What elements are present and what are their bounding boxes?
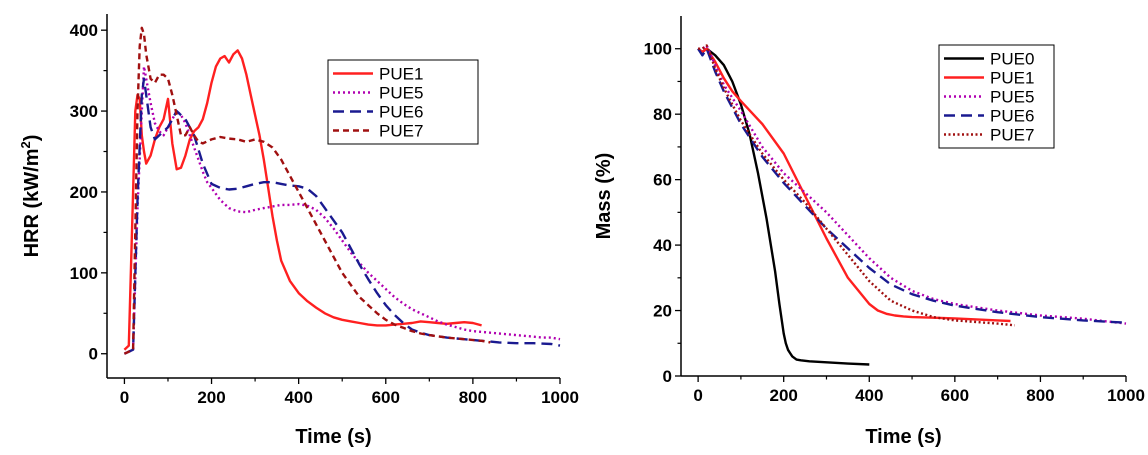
legend-label-pue7: PUE7 xyxy=(379,122,423,141)
y-tick-label: 100 xyxy=(70,264,98,283)
legend-label-pue5: PUE5 xyxy=(990,88,1034,107)
y-tick-label: 400 xyxy=(70,21,98,40)
legend-label-pue0: PUE0 xyxy=(990,50,1034,69)
legend-label-pue5: PUE5 xyxy=(379,84,423,103)
x-tick-label: 600 xyxy=(372,388,400,407)
x-axis-title: Time (s) xyxy=(295,426,371,448)
x-tick-label: 800 xyxy=(459,388,487,407)
series-line-pue1 xyxy=(123,49,482,351)
y-tick-label: 300 xyxy=(70,102,98,121)
legend-label-pue1: PUE1 xyxy=(379,65,423,84)
x-tick-label: 400 xyxy=(284,388,312,407)
y-tick-label: 200 xyxy=(70,183,98,202)
y-axis-title: HRR (kW/m2) xyxy=(18,135,43,258)
x-tick-label: 200 xyxy=(770,386,798,405)
x-tick-label: 200 xyxy=(197,388,225,407)
y-tick-label: 0 xyxy=(663,367,672,386)
y-tick-label: 40 xyxy=(653,236,672,255)
series-line-pue5 xyxy=(123,65,561,355)
legend-label-pue6: PUE6 xyxy=(379,103,423,122)
series-line-pue6 xyxy=(697,47,1127,324)
x-axis-title: Time (s) xyxy=(865,426,941,448)
y-axis-title-superscript: 2 xyxy=(18,141,33,148)
x-tick-label: 400 xyxy=(855,386,883,405)
x-tick-label: 800 xyxy=(1026,386,1054,405)
x-tick-label: 1000 xyxy=(541,388,579,407)
legend-box xyxy=(938,44,1055,149)
y-tick-label: 100 xyxy=(644,40,672,59)
legend-label-pue6: PUE6 xyxy=(990,107,1034,126)
hrr-chart: 0 200 400 600 800 1000 0 100 200 300 400 Time (s) HR… xyxy=(18,14,579,448)
y-axis-title-suffix: ) xyxy=(21,135,43,142)
series-line-pue7 xyxy=(123,26,491,355)
series-line-pue1 xyxy=(697,47,1011,323)
legend-label-pue7: PUE7 xyxy=(990,126,1034,145)
x-tick-label: 0 xyxy=(693,386,702,405)
y-tick-label: 20 xyxy=(653,302,672,321)
legend-label-pue1: PUE1 xyxy=(990,69,1034,88)
y-axis-title: Mass (%) xyxy=(593,153,615,240)
y-tick-label: 60 xyxy=(653,171,672,190)
y-tick-label: 0 xyxy=(89,345,98,364)
y-tick-label: 80 xyxy=(653,105,672,124)
series-line-pue5 xyxy=(698,44,1127,325)
mass-chart: 0 200 400 600 800 1000 0 20 40 60 80 100 Time (s) Mas… xyxy=(593,16,1145,448)
series-line-pue7 xyxy=(698,44,1015,327)
x-tick-label: 0 xyxy=(120,388,129,407)
x-tick-label: 600 xyxy=(941,386,969,405)
x-tick-label: 1000 xyxy=(1107,386,1145,405)
series-line-pue0 xyxy=(697,47,870,366)
